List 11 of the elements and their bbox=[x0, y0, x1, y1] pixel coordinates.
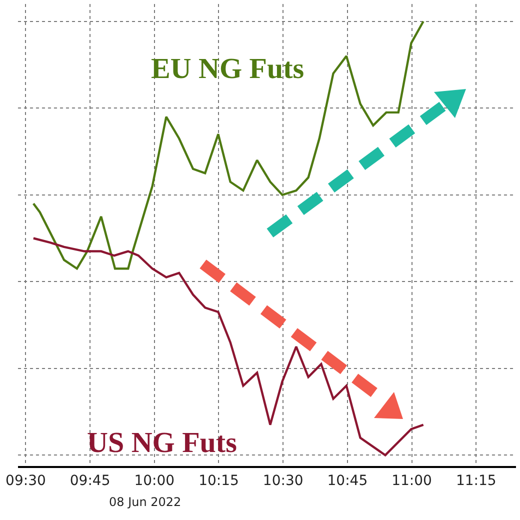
x-tick-label: 10:45 bbox=[327, 472, 368, 489]
series-label: US NG Futs bbox=[87, 427, 237, 459]
x-tick-label: 10:00 bbox=[134, 472, 175, 489]
x-tick-label: 11:15 bbox=[456, 472, 496, 489]
x-tick-label: 11:00 bbox=[392, 472, 432, 489]
series-label: EU NG Futs bbox=[151, 53, 304, 85]
x-tick-label: 10:15 bbox=[198, 472, 239, 489]
x-tick-label: 09:30 bbox=[6, 472, 46, 489]
text: 08 Jun 2022 bbox=[109, 495, 182, 509]
x-tick-label: 09:45 bbox=[70, 472, 110, 489]
x-tick-label: 10:30 bbox=[262, 472, 304, 489]
